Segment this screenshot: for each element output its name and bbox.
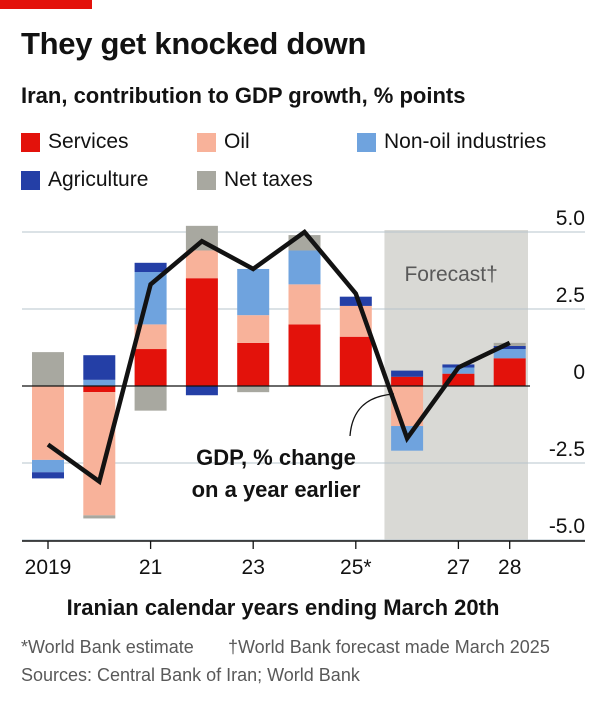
- bar-net-taxes-21: [134, 386, 167, 411]
- bar-net-taxes-2019: [32, 352, 64, 386]
- legend-swatch-agriculture: [21, 170, 40, 190]
- y-tick-label: -2.5: [549, 438, 585, 461]
- bar-net-taxes-2020: [83, 515, 116, 519]
- note-estimate: *World Bank estimate: [21, 637, 194, 657]
- x-tick-label: 28: [498, 556, 521, 579]
- bar-non-oil-industries-21: [134, 272, 167, 325]
- legend-label-net-taxes: Net taxes: [224, 168, 313, 191]
- legend-label-agriculture: Agriculture: [48, 168, 149, 191]
- x-tick-label: 21: [139, 556, 162, 579]
- legend-item-services: Services: [21, 130, 129, 154]
- bar-oil-2019: [32, 386, 64, 460]
- bar-services-22: [185, 278, 218, 386]
- bar-agriculture-2019: [32, 472, 64, 479]
- bar-non-oil-industries-2019: [32, 459, 64, 473]
- legend-swatch-services: [21, 132, 40, 152]
- bar-agriculture-21: [134, 262, 167, 273]
- note-sources: Sources: Central Bank of Iran; World Ban…: [21, 665, 360, 685]
- bar-oil-2020: [83, 392, 116, 516]
- legend-swatch-non-oil-industries: [357, 132, 376, 152]
- bar-agriculture-2020: [83, 355, 116, 380]
- bar-services-26: [391, 376, 424, 386]
- legend-item-oil: Oil: [197, 130, 250, 154]
- x-tick-label: 2019: [25, 556, 72, 579]
- y-tick-label: 5.0: [556, 207, 585, 230]
- bar-non-oil-industries-24: [288, 250, 321, 285]
- bar-oil-23: [237, 315, 270, 343]
- legend-label-non-oil-industries: Non-oil industries: [384, 130, 547, 153]
- bar-services-2020: [83, 386, 116, 393]
- bar-services-28: [493, 358, 526, 386]
- x-tick-label: 27: [447, 556, 470, 579]
- legend-swatch-net-taxes: [197, 170, 216, 190]
- legend-label-services: Services: [48, 130, 129, 153]
- gdp-annotation-label: on a year earlier: [192, 477, 361, 502]
- x-axis-label: Iranian calendar years ending March 20th: [67, 595, 500, 620]
- bar-non-oil-industries-23: [237, 268, 270, 316]
- y-tick-label: 0: [573, 361, 585, 384]
- legend-swatch-oil: [197, 132, 216, 152]
- legend-item-non-oil-industries: Non-oil industries: [357, 130, 546, 154]
- bar-services-24: [288, 324, 321, 386]
- legend-item-agriculture: Agriculture: [21, 168, 148, 192]
- bar-services-23: [237, 342, 270, 386]
- forecast-label: Forecast†: [404, 263, 497, 286]
- bar-services-21: [134, 349, 167, 386]
- legend-label-oil: Oil: [224, 130, 250, 153]
- bar-services-25: [339, 336, 372, 386]
- y-tick-label: -5.0: [549, 515, 585, 538]
- gdp-annotation-label: GDP, % change: [196, 445, 356, 470]
- bar-oil-24: [288, 284, 321, 325]
- y-tick-label: 2.5: [556, 284, 585, 307]
- chart-subtitle: Iran, contribution to GDP growth, % poin…: [21, 83, 466, 108]
- note-forecast: †World Bank forecast made March 2025: [228, 637, 550, 657]
- legend-item-net-taxes: Net taxes: [197, 168, 313, 192]
- gdp-line: [46, 228, 511, 486]
- bar-agriculture-22: [185, 386, 218, 396]
- bar-agriculture-28: [493, 345, 526, 350]
- bar-agriculture-25: [339, 296, 372, 306]
- x-tick-label: 25*: [340, 556, 372, 579]
- bar-oil-22: [185, 250, 218, 279]
- bar-net-taxes-23: [237, 386, 270, 393]
- bar-non-oil-industries-2020: [83, 379, 116, 386]
- gdp-annotation-leader: [349, 393, 395, 437]
- chart-title: They get knocked down: [21, 26, 367, 61]
- bar-agriculture-26: [391, 370, 424, 377]
- bar-non-oil-industries-28: [493, 349, 526, 359]
- x-tick-label: 23: [242, 556, 265, 579]
- brand-accent-bar: [0, 0, 92, 9]
